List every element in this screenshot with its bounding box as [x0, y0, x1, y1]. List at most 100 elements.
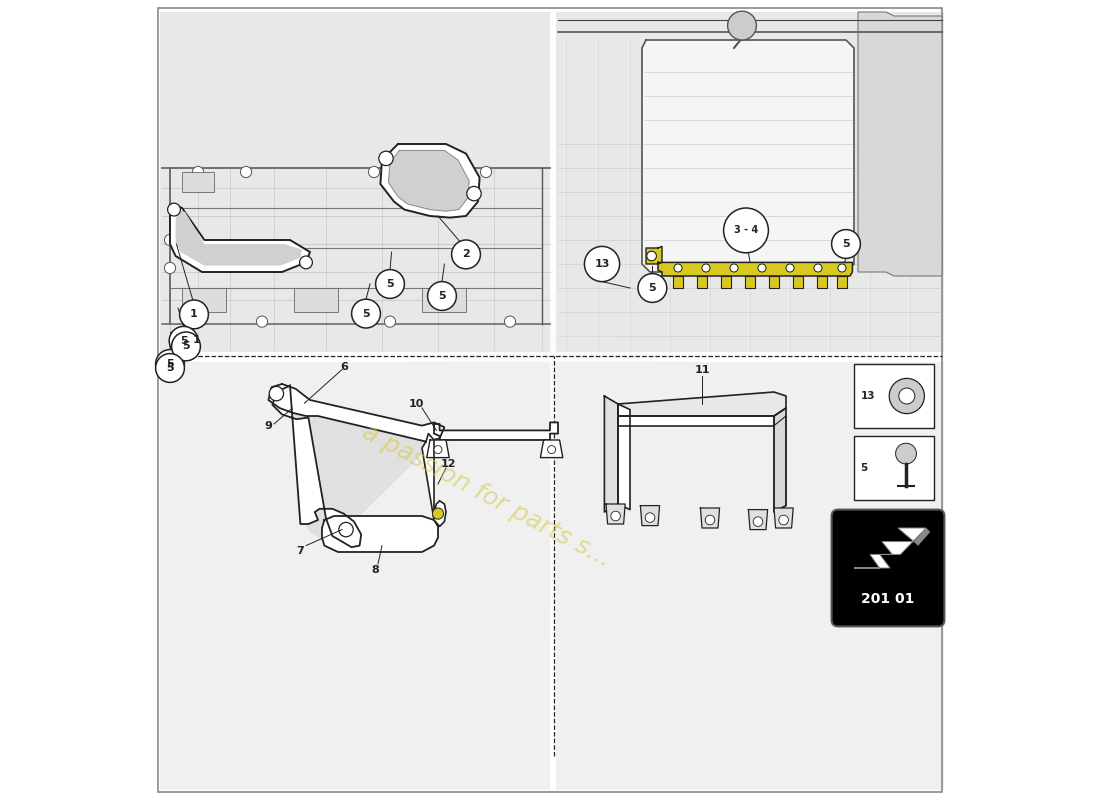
Circle shape [164, 262, 176, 274]
Polygon shape [618, 404, 630, 510]
Circle shape [724, 208, 769, 253]
Circle shape [192, 316, 204, 327]
Text: 201 01: 201 01 [861, 592, 915, 606]
Bar [182, 172, 214, 192]
Circle shape [378, 151, 393, 166]
Polygon shape [722, 276, 730, 288]
Text: 5: 5 [362, 309, 370, 318]
Text: 5: 5 [183, 342, 190, 351]
Circle shape [375, 270, 405, 298]
Polygon shape [642, 40, 854, 272]
Text: 7: 7 [297, 546, 305, 556]
Bar [854, 364, 934, 428]
Text: 2: 2 [462, 250, 470, 259]
Circle shape [481, 166, 492, 178]
Polygon shape [837, 276, 847, 288]
Circle shape [368, 166, 379, 178]
Circle shape [730, 264, 738, 272]
Circle shape [270, 386, 284, 401]
Circle shape [674, 264, 682, 272]
Circle shape [374, 288, 726, 640]
Circle shape [832, 230, 860, 258]
Circle shape [584, 246, 619, 282]
Bar [182, 288, 225, 312]
Text: 5: 5 [166, 363, 174, 373]
Circle shape [241, 166, 252, 178]
Circle shape [192, 166, 204, 178]
Circle shape [434, 446, 442, 454]
FancyBboxPatch shape [557, 362, 945, 790]
Circle shape [610, 511, 620, 521]
Text: 1: 1 [190, 310, 198, 319]
Circle shape [727, 11, 757, 40]
Polygon shape [176, 210, 302, 266]
Text: 5: 5 [166, 359, 174, 369]
Polygon shape [640, 506, 660, 526]
Polygon shape [381, 144, 480, 218]
Circle shape [899, 388, 915, 404]
Text: 3 - 4: 3 - 4 [734, 226, 758, 235]
Polygon shape [914, 528, 929, 546]
Circle shape [299, 256, 312, 269]
Polygon shape [793, 276, 803, 288]
Circle shape [758, 264, 766, 272]
Circle shape [432, 508, 443, 519]
FancyBboxPatch shape [160, 12, 550, 352]
Circle shape [786, 264, 794, 272]
Bar [294, 288, 338, 312]
Text: 11: 11 [694, 365, 710, 374]
Circle shape [164, 234, 176, 246]
FancyBboxPatch shape [160, 362, 550, 790]
Polygon shape [618, 416, 774, 426]
Circle shape [889, 378, 924, 414]
Circle shape [256, 316, 267, 327]
Polygon shape [434, 422, 558, 440]
Circle shape [352, 299, 381, 328]
Text: 13: 13 [594, 259, 609, 269]
Circle shape [155, 354, 185, 382]
Polygon shape [422, 434, 446, 526]
Text: 13: 13 [860, 391, 875, 401]
Circle shape [428, 282, 456, 310]
Text: 6: 6 [341, 362, 349, 372]
Text: 5: 5 [179, 336, 187, 346]
Polygon shape [748, 510, 768, 530]
Circle shape [646, 513, 654, 522]
Circle shape [548, 446, 556, 454]
Circle shape [638, 274, 667, 302]
Polygon shape [769, 276, 779, 288]
Text: 5: 5 [438, 291, 446, 301]
Polygon shape [427, 440, 449, 458]
Polygon shape [618, 392, 786, 416]
Circle shape [172, 332, 200, 361]
Circle shape [702, 264, 710, 272]
Text: 5: 5 [649, 283, 657, 293]
Polygon shape [388, 150, 470, 211]
Circle shape [384, 316, 396, 327]
Circle shape [895, 443, 916, 464]
Polygon shape [540, 440, 563, 458]
Polygon shape [322, 516, 438, 552]
Text: 1: 1 [192, 335, 200, 345]
Text: 5: 5 [860, 463, 868, 473]
Polygon shape [646, 246, 662, 264]
Text: 9: 9 [264, 422, 273, 431]
FancyBboxPatch shape [557, 12, 945, 352]
Circle shape [167, 203, 180, 216]
Polygon shape [604, 396, 618, 512]
Text: 5: 5 [843, 239, 850, 249]
Circle shape [179, 300, 208, 329]
Polygon shape [268, 384, 444, 442]
Circle shape [339, 522, 353, 537]
Circle shape [705, 515, 715, 525]
Polygon shape [170, 204, 310, 272]
Circle shape [169, 326, 198, 355]
Polygon shape [701, 508, 719, 528]
Polygon shape [658, 262, 852, 276]
Text: 5: 5 [386, 279, 394, 289]
Circle shape [452, 240, 481, 269]
Circle shape [754, 517, 762, 526]
Bar [422, 288, 466, 312]
Circle shape [838, 264, 846, 272]
FancyBboxPatch shape [832, 510, 945, 626]
